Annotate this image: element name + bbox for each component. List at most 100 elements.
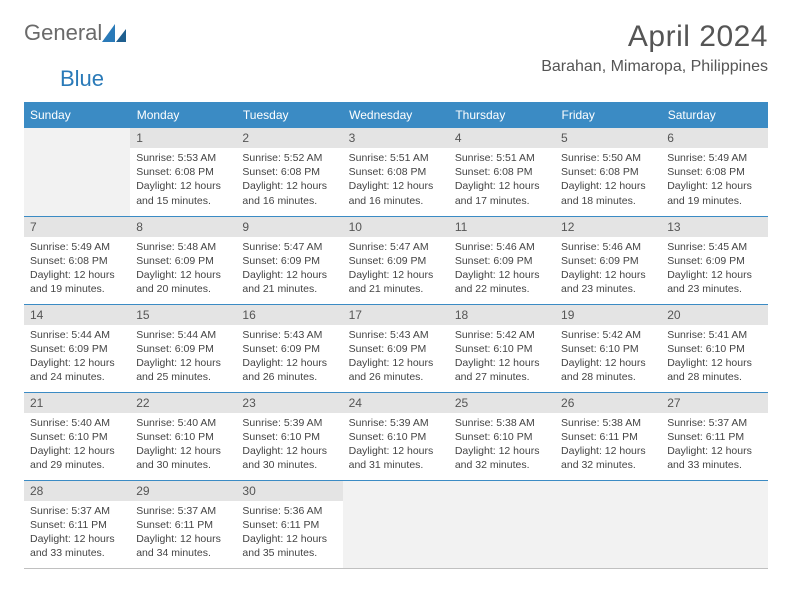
day-content: Sunrise: 5:51 AMSunset: 6:08 PMDaylight:… [343, 148, 449, 214]
day-number: 7 [24, 217, 130, 237]
weekday-header: Thursday [449, 102, 555, 128]
logo: General [24, 20, 130, 46]
calendar-header-row: SundayMondayTuesdayWednesdayThursdayFrid… [24, 102, 768, 128]
calendar-cell [661, 480, 767, 568]
day-content: Sunrise: 5:38 AMSunset: 6:10 PMDaylight:… [449, 413, 555, 479]
day-number: 15 [130, 305, 236, 325]
day-content: Sunrise: 5:41 AMSunset: 6:10 PMDaylight:… [661, 325, 767, 391]
calendar-cell: 23Sunrise: 5:39 AMSunset: 6:10 PMDayligh… [236, 392, 342, 480]
month-title: April 2024 [541, 20, 768, 54]
day-content: Sunrise: 5:40 AMSunset: 6:10 PMDaylight:… [24, 413, 130, 479]
day-content: Sunrise: 5:36 AMSunset: 6:11 PMDaylight:… [236, 501, 342, 567]
day-number: 27 [661, 393, 767, 413]
calendar-cell: 8Sunrise: 5:48 AMSunset: 6:09 PMDaylight… [130, 216, 236, 304]
calendar-row: 1Sunrise: 5:53 AMSunset: 6:08 PMDaylight… [24, 128, 768, 216]
day-number: 10 [343, 217, 449, 237]
day-content: Sunrise: 5:52 AMSunset: 6:08 PMDaylight:… [236, 148, 342, 214]
day-content: Sunrise: 5:37 AMSunset: 6:11 PMDaylight:… [24, 501, 130, 567]
day-content: Sunrise: 5:49 AMSunset: 6:08 PMDaylight:… [661, 148, 767, 214]
day-number: 11 [449, 217, 555, 237]
day-content: Sunrise: 5:50 AMSunset: 6:08 PMDaylight:… [555, 148, 661, 214]
weekday-header: Monday [130, 102, 236, 128]
day-number: 25 [449, 393, 555, 413]
calendar-cell: 21Sunrise: 5:40 AMSunset: 6:10 PMDayligh… [24, 392, 130, 480]
day-number: 29 [130, 481, 236, 501]
calendar-cell: 26Sunrise: 5:38 AMSunset: 6:11 PMDayligh… [555, 392, 661, 480]
day-content: Sunrise: 5:42 AMSunset: 6:10 PMDaylight:… [449, 325, 555, 391]
calendar-cell: 5Sunrise: 5:50 AMSunset: 6:08 PMDaylight… [555, 128, 661, 216]
day-number: 21 [24, 393, 130, 413]
day-number: 19 [555, 305, 661, 325]
day-number: 20 [661, 305, 767, 325]
calendar-cell [24, 128, 130, 216]
calendar-row: 21Sunrise: 5:40 AMSunset: 6:10 PMDayligh… [24, 392, 768, 480]
day-number: 1 [130, 128, 236, 148]
day-content: Sunrise: 5:53 AMSunset: 6:08 PMDaylight:… [130, 148, 236, 214]
calendar-cell: 12Sunrise: 5:46 AMSunset: 6:09 PMDayligh… [555, 216, 661, 304]
calendar-cell: 4Sunrise: 5:51 AMSunset: 6:08 PMDaylight… [449, 128, 555, 216]
calendar-row: 28Sunrise: 5:37 AMSunset: 6:11 PMDayligh… [24, 480, 768, 568]
day-content: Sunrise: 5:43 AMSunset: 6:09 PMDaylight:… [236, 325, 342, 391]
calendar-cell: 22Sunrise: 5:40 AMSunset: 6:10 PMDayligh… [130, 392, 236, 480]
weekday-header: Sunday [24, 102, 130, 128]
calendar-cell: 15Sunrise: 5:44 AMSunset: 6:09 PMDayligh… [130, 304, 236, 392]
day-number: 18 [449, 305, 555, 325]
calendar-cell: 24Sunrise: 5:39 AMSunset: 6:10 PMDayligh… [343, 392, 449, 480]
day-content: Sunrise: 5:48 AMSunset: 6:09 PMDaylight:… [130, 237, 236, 303]
day-content: Sunrise: 5:46 AMSunset: 6:09 PMDaylight:… [555, 237, 661, 303]
day-content: Sunrise: 5:49 AMSunset: 6:08 PMDaylight:… [24, 237, 130, 303]
logo-text-blue: Blue [60, 66, 104, 91]
day-content: Sunrise: 5:40 AMSunset: 6:10 PMDaylight:… [130, 413, 236, 479]
calendar-cell: 14Sunrise: 5:44 AMSunset: 6:09 PMDayligh… [24, 304, 130, 392]
calendar-cell [555, 480, 661, 568]
weekday-header: Saturday [661, 102, 767, 128]
calendar-cell: 27Sunrise: 5:37 AMSunset: 6:11 PMDayligh… [661, 392, 767, 480]
day-content: Sunrise: 5:44 AMSunset: 6:09 PMDaylight:… [130, 325, 236, 391]
calendar-body: 1Sunrise: 5:53 AMSunset: 6:08 PMDaylight… [24, 128, 768, 568]
day-number: 17 [343, 305, 449, 325]
calendar-cell: 19Sunrise: 5:42 AMSunset: 6:10 PMDayligh… [555, 304, 661, 392]
day-number: 30 [236, 481, 342, 501]
day-number: 2 [236, 128, 342, 148]
day-content: Sunrise: 5:39 AMSunset: 6:10 PMDaylight:… [236, 413, 342, 479]
calendar-cell: 9Sunrise: 5:47 AMSunset: 6:09 PMDaylight… [236, 216, 342, 304]
day-number: 5 [555, 128, 661, 148]
calendar-cell: 13Sunrise: 5:45 AMSunset: 6:09 PMDayligh… [661, 216, 767, 304]
day-number: 9 [236, 217, 342, 237]
day-number: 3 [343, 128, 449, 148]
day-number: 6 [661, 128, 767, 148]
calendar-cell [343, 480, 449, 568]
calendar-cell: 20Sunrise: 5:41 AMSunset: 6:10 PMDayligh… [661, 304, 767, 392]
calendar-cell: 29Sunrise: 5:37 AMSunset: 6:11 PMDayligh… [130, 480, 236, 568]
calendar-cell [449, 480, 555, 568]
weekday-header: Friday [555, 102, 661, 128]
calendar-cell: 16Sunrise: 5:43 AMSunset: 6:09 PMDayligh… [236, 304, 342, 392]
day-content: Sunrise: 5:47 AMSunset: 6:09 PMDaylight:… [343, 237, 449, 303]
day-content: Sunrise: 5:47 AMSunset: 6:09 PMDaylight:… [236, 237, 342, 303]
day-number: 14 [24, 305, 130, 325]
day-number: 26 [555, 393, 661, 413]
day-number: 13 [661, 217, 767, 237]
calendar-cell: 7Sunrise: 5:49 AMSunset: 6:08 PMDaylight… [24, 216, 130, 304]
calendar-cell: 18Sunrise: 5:42 AMSunset: 6:10 PMDayligh… [449, 304, 555, 392]
day-number: 4 [449, 128, 555, 148]
calendar-cell: 6Sunrise: 5:49 AMSunset: 6:08 PMDaylight… [661, 128, 767, 216]
day-number: 28 [24, 481, 130, 501]
day-content: Sunrise: 5:39 AMSunset: 6:10 PMDaylight:… [343, 413, 449, 479]
calendar-cell: 3Sunrise: 5:51 AMSunset: 6:08 PMDaylight… [343, 128, 449, 216]
day-content: Sunrise: 5:44 AMSunset: 6:09 PMDaylight:… [24, 325, 130, 391]
calendar-row: 14Sunrise: 5:44 AMSunset: 6:09 PMDayligh… [24, 304, 768, 392]
logo-sail-icon [102, 22, 128, 44]
weekday-header: Wednesday [343, 102, 449, 128]
calendar-cell: 17Sunrise: 5:43 AMSunset: 6:09 PMDayligh… [343, 304, 449, 392]
day-content: Sunrise: 5:45 AMSunset: 6:09 PMDaylight:… [661, 237, 767, 303]
day-number: 16 [236, 305, 342, 325]
day-content: Sunrise: 5:37 AMSunset: 6:11 PMDaylight:… [661, 413, 767, 479]
calendar-cell: 2Sunrise: 5:52 AMSunset: 6:08 PMDaylight… [236, 128, 342, 216]
day-content: Sunrise: 5:46 AMSunset: 6:09 PMDaylight:… [449, 237, 555, 303]
calendar-cell: 30Sunrise: 5:36 AMSunset: 6:11 PMDayligh… [236, 480, 342, 568]
day-content: Sunrise: 5:37 AMSunset: 6:11 PMDaylight:… [130, 501, 236, 567]
day-content: Sunrise: 5:51 AMSunset: 6:08 PMDaylight:… [449, 148, 555, 214]
day-content: Sunrise: 5:43 AMSunset: 6:09 PMDaylight:… [343, 325, 449, 391]
day-number: 12 [555, 217, 661, 237]
